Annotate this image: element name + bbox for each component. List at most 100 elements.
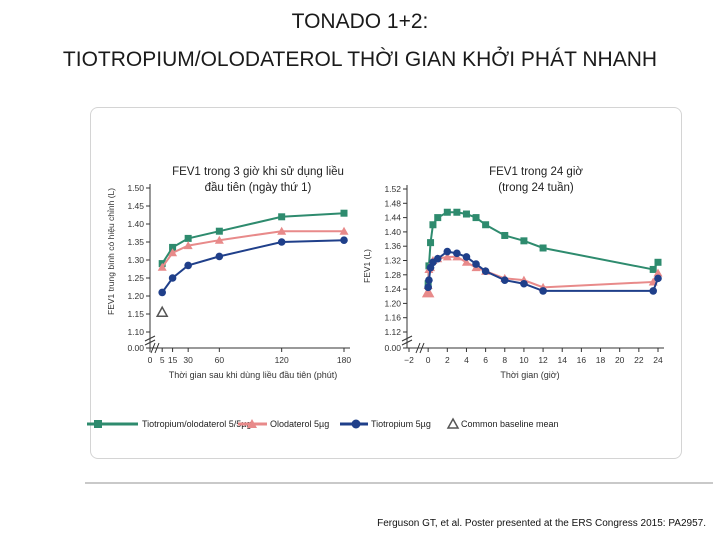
chart2-xlabel: Thời gian (giờ) (500, 370, 559, 380)
chart2-point-tio (500, 276, 509, 284)
chart2-point-tio (520, 279, 528, 288)
chart2-point-olo (442, 252, 452, 261)
chart2-y-tick-label: 1.48 (384, 198, 401, 208)
chart2-y-tick-label: 1.16 (384, 313, 401, 323)
chart2-x-tick-label: 6 (483, 355, 488, 365)
chart2-point-tio_olo (482, 221, 490, 229)
legend-marker-tio-olo (94, 420, 102, 428)
chart1-x-tick-label: 180 (337, 355, 351, 365)
chart2-x-tick-label: 22 (634, 355, 644, 365)
chart2-point-tio (481, 267, 490, 276)
chart2-point-tio (649, 287, 658, 295)
chart1-y-tick-label: 1.40 (127, 219, 144, 229)
legend-label-olo: Olodaterol 5µg (270, 419, 329, 429)
chart1-xlabel: Thời gian sau khi dùng liều đầu tiên (ph… (169, 370, 338, 380)
chart1-ylabel: FEV1 trung bình có hiệu chỉnh (L) (106, 188, 116, 315)
citation: Ferguson GT, et al. Poster presented at … (377, 518, 706, 529)
chart2-y-tick-label: 1.20 (384, 298, 401, 308)
chart2-y-tick-label: 1.12 (384, 327, 401, 337)
chart1-y-tick-label: 1.30 (127, 255, 144, 265)
chart2-point-tio (654, 274, 662, 283)
chart1-point-tio_olo (169, 243, 177, 251)
chart2-y-break (401, 335, 413, 346)
chart2-point-tio (443, 247, 452, 256)
chart1-point-tio (277, 238, 286, 246)
chart2-y-tick-label: 1.24 (384, 284, 401, 294)
legend-item-baseline: Common baseline mean (446, 417, 559, 429)
chart2-point-tio_olo (427, 239, 435, 247)
chart2-point-tio_olo (649, 265, 657, 273)
chart1-point-tio_olo (184, 234, 192, 242)
chart2-point-tio_olo (520, 237, 528, 245)
chart1-baseline-marker (155, 305, 169, 317)
chart1-title-line1: FEV1 trong 3 giờ khi sử dụng liều (172, 166, 344, 178)
chart-panel (90, 107, 682, 459)
chart2-point-olo (653, 268, 663, 277)
chart1-point-tio_olo (340, 209, 348, 217)
chart2-line-olo (427, 255, 659, 289)
chart2-point-tio_olo (434, 214, 442, 222)
chart2-point-tio_olo (539, 244, 547, 252)
chart2-y-tick-label: 1.44 (384, 213, 401, 223)
chart1-point-tio_olo (215, 227, 223, 235)
chart2-x-tick-label: 20 (615, 355, 625, 365)
slide-title-line1: TONADO 1+2: (291, 10, 429, 33)
chart1-y-tick-label: 1.45 (127, 201, 144, 211)
chart1-y-tick-label: 1.35 (127, 237, 144, 247)
chart1-title-line2: đầu tiên (ngày thứ 1) (205, 182, 312, 194)
chart2-baseline-marker (421, 286, 435, 298)
chart2-point-tio_olo (462, 210, 470, 218)
legend-item-tio: Tiotropium 5µg (340, 419, 431, 429)
chart2-point-tio_olo (453, 208, 461, 216)
chart1-point-olo (277, 226, 287, 235)
chart2-x-tick-label: 10 (519, 355, 529, 365)
chart2-title-line1: FEV1 trong 24 giờ (489, 166, 583, 178)
chart1-point-olo (214, 235, 224, 244)
chart1-x-tick-label: 60 (215, 355, 225, 365)
chart2-x-tick-label: 14 (557, 355, 567, 365)
chart1-point-olo (339, 226, 349, 235)
chart2-ylabel: FEV1 (L) (362, 249, 372, 283)
chart1-x-break (150, 342, 160, 354)
chart2-x-tick-label: 18 (596, 355, 606, 365)
chart1-point-olo (168, 248, 178, 257)
chart2-x-break (415, 342, 425, 354)
legend-label-tio-olo: Tiotropium/olodaterol 5/5µg (142, 419, 251, 429)
legend-label-tio: Tiotropium 5µg (371, 419, 431, 429)
chart2-x-tick-label: 0 (426, 355, 431, 365)
chart2-title-line2: (trong 24 tuần) (498, 182, 574, 194)
chart2-x-tick-label: 12 (538, 355, 548, 365)
footer-divider (85, 482, 713, 484)
chart1-x-tick-label: 15 (168, 355, 178, 365)
chart2-point-tio (433, 254, 442, 263)
legend: Tiotropium/olodaterol 5/5µg Olodaterol 5… (87, 417, 559, 429)
legend-marker-olo (247, 419, 257, 428)
chart1-point-tio (215, 252, 224, 261)
chart1-y-tick-label: 1.10 (127, 327, 144, 337)
chart1-y-break (144, 335, 156, 346)
chart2-x-tick-label: 4 (464, 355, 469, 365)
chart2-plot: 0.00 1.12 1.16 1.20 1.24 1.28 1.32 1.36 1.40 1.44… (384, 184, 664, 365)
legend-label-baseline: Common baseline mean (461, 419, 559, 429)
chart2-x-tick-label: 8 (502, 355, 507, 365)
chart1-point-tio (184, 261, 192, 270)
chart2-y-tick-label: 1.32 (384, 256, 401, 266)
chart2-y-tick-label: 1.52 (384, 184, 401, 194)
chart2-point-tio_olo (443, 208, 451, 216)
chart1-y-tick-label: 1.50 (127, 183, 144, 193)
chart2-point-tio (539, 287, 547, 295)
chart1-x-tick-label: 5 (160, 355, 165, 365)
chart1-point-olo (183, 241, 193, 250)
chart1-y-tick-label: 1.25 (127, 273, 144, 283)
chart1-point-olo (157, 262, 167, 271)
legend-item-tio-olo: Tiotropium/olodaterol 5/5µg (87, 419, 251, 429)
chart2-point-tio (425, 276, 433, 284)
chart2-point-tio_olo (429, 221, 437, 229)
chart1-point-tio (158, 288, 166, 297)
chart2-point-tio (453, 249, 461, 258)
chart1-point-tio (340, 236, 348, 244)
chart2-x-tick-label: 2 (445, 355, 450, 365)
chart2-point-tio (472, 260, 480, 268)
chart1-x-tick-label: 120 (275, 355, 289, 365)
